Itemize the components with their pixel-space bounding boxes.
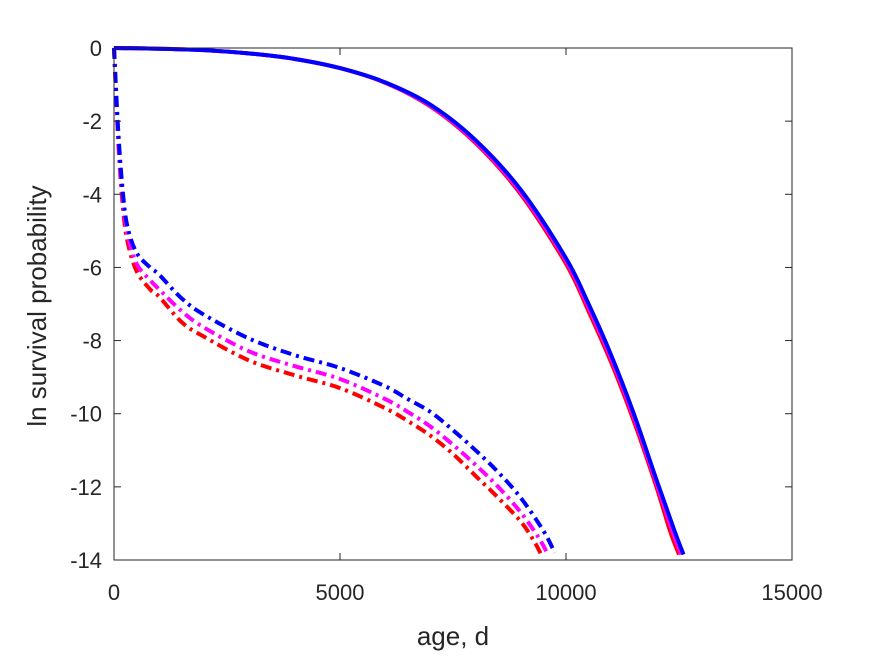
- axes-box: [113, 47, 793, 561]
- y-tick-label: -4: [82, 182, 102, 207]
- dashdot-curve-2: [112, 47, 557, 554]
- y-tick-label: -12: [70, 475, 102, 500]
- solid-curve-3: [113, 46, 681, 556]
- x-tick-label: 5000: [316, 580, 365, 605]
- y-tick-label: -2: [82, 109, 102, 134]
- plot-series-group: [112, 46, 686, 556]
- dashdot-curve-0: [112, 47, 543, 556]
- solid-curve-5: [113, 46, 686, 556]
- dashdot-curve-1: [112, 47, 550, 556]
- y-tick-label: 0: [90, 36, 102, 61]
- x-axis-label: age, d: [417, 621, 489, 651]
- x-axis: 0 5000 10000 15000: [108, 48, 823, 605]
- x-tick-label: 15000: [761, 580, 822, 605]
- solid-curve-4: [113, 46, 684, 556]
- y-tick-label: -14: [70, 548, 102, 573]
- y-axis-label: ln survival probability: [22, 185, 52, 426]
- y-tick-label: -10: [70, 402, 102, 427]
- x-tick-label: 0: [108, 580, 120, 605]
- x-tick-label: 10000: [535, 580, 596, 605]
- y-tick-label: -6: [82, 255, 102, 280]
- y-tick-label: -8: [82, 329, 102, 354]
- y-axis: 0 -2 -4 -6 -8 -10 -12 -14: [70, 36, 792, 573]
